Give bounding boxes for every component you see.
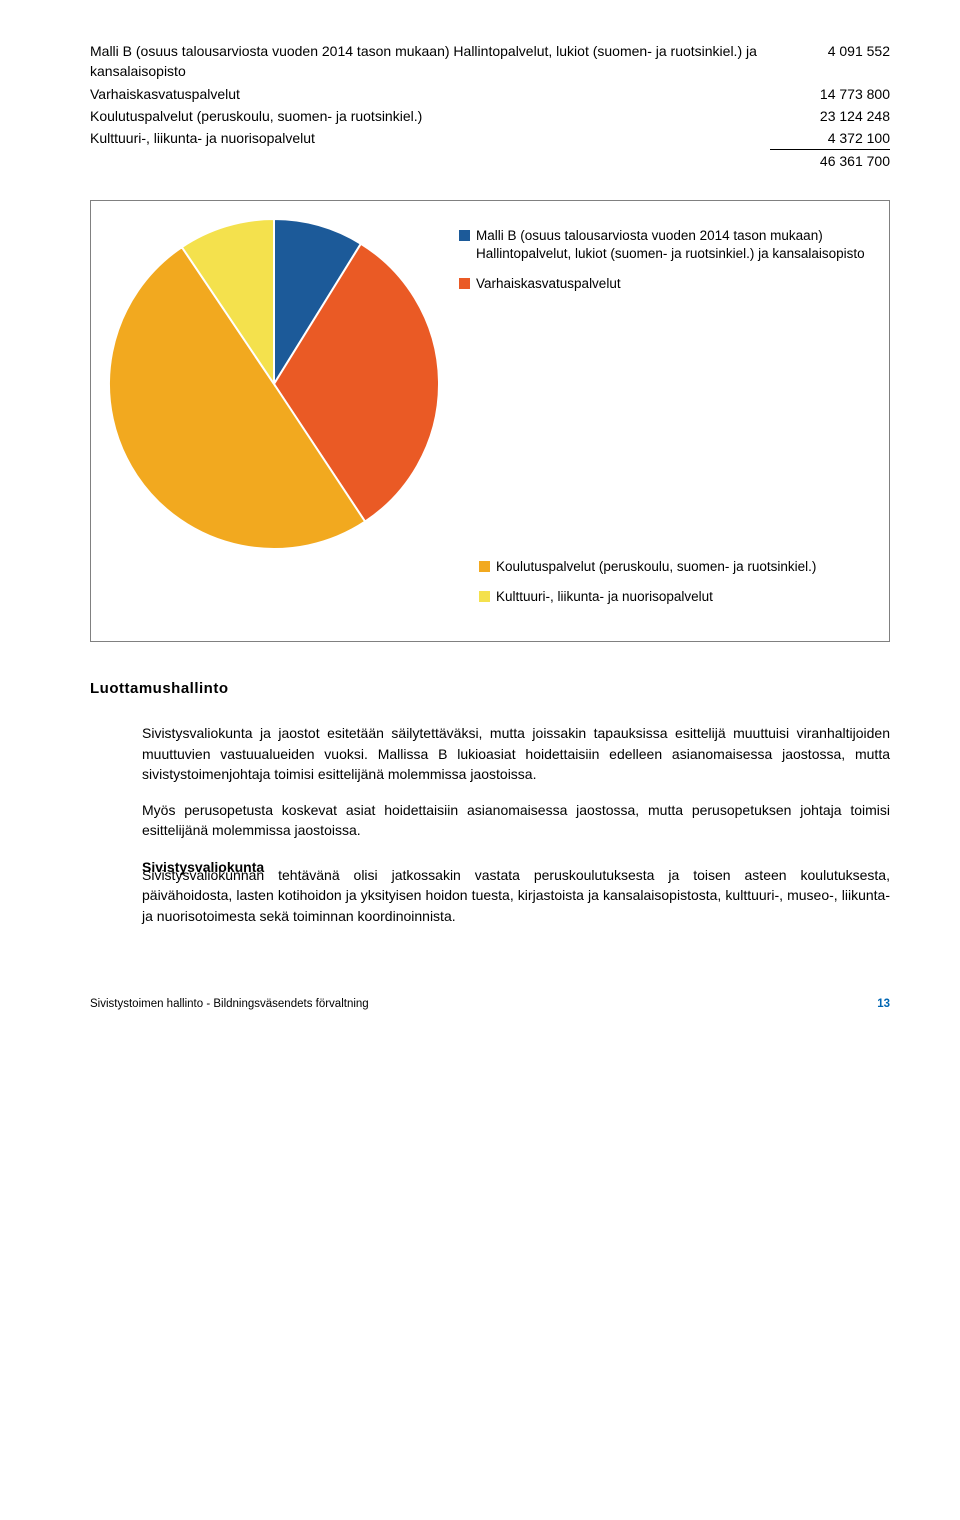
- legend-swatch: [459, 230, 470, 241]
- page-number: 13: [877, 996, 890, 1013]
- section-heading: Luottamushallinto: [90, 678, 890, 700]
- page-footer: Sivistystoimen hallinto - Bildningsväsen…: [90, 996, 890, 1013]
- paragraph: Sivistysvaliokunnan tehtävänä olisi jatk…: [142, 865, 890, 926]
- legend-swatch: [479, 561, 490, 572]
- legend-swatch: [479, 591, 490, 602]
- legend-label: Varhaiskasvatuspalvelut: [476, 275, 871, 293]
- body-text: Sivistysvaliokunta ja jaostot esitetään …: [142, 723, 890, 926]
- legend-label: Koulutuspalvelut (peruskoulu, suomen- ja…: [496, 558, 871, 576]
- chart-legend-lower: Koulutuspalvelut (peruskoulu, suomen- ja…: [109, 554, 871, 618]
- table-row: Malli B (osuus talousarviosta vuoden 201…: [90, 40, 890, 83]
- paragraph: Sivistysvaliokunta ja jaostot esitetään …: [142, 723, 890, 784]
- table-label: Malli B (osuus talousarviosta vuoden 201…: [90, 41, 770, 82]
- chart-legend-upper: Malli B (osuus talousarviosta vuoden 201…: [439, 219, 871, 306]
- paragraph: Myös perusopetusta koskevat asiat hoidet…: [142, 800, 890, 841]
- table-value: 14 773 800: [770, 84, 890, 104]
- table-row: Koulutuspalvelut (peruskoulu, suomen- ja…: [90, 105, 890, 127]
- legend-item: Varhaiskasvatuspalvelut: [459, 275, 871, 293]
- legend-item: Malli B (osuus talousarviosta vuoden 201…: [459, 227, 871, 263]
- budget-total: 46 361 700: [770, 149, 890, 171]
- legend-item: Kulttuuri-, liikunta- ja nuorisopalvelut: [479, 588, 871, 606]
- budget-table: Malli B (osuus talousarviosta vuoden 201…: [90, 40, 890, 172]
- legend-swatch: [459, 278, 470, 289]
- table-row: Kulttuuri-, liikunta- ja nuorisopalvelut…: [90, 127, 890, 149]
- pie-chart-container: Malli B (osuus talousarviosta vuoden 201…: [90, 200, 890, 642]
- table-label: Koulutuspalvelut (peruskoulu, suomen- ja…: [90, 106, 770, 126]
- table-value: 23 124 248: [770, 106, 890, 126]
- table-label: Kulttuuri-, liikunta- ja nuorisopalvelut: [90, 128, 770, 148]
- table-label: Varhaiskasvatuspalvelut: [90, 84, 770, 104]
- legend-label: Kulttuuri-, liikunta- ja nuorisopalvelut: [496, 588, 871, 606]
- pie-chart: [109, 219, 439, 554]
- legend-item: Koulutuspalvelut (peruskoulu, suomen- ja…: [479, 558, 871, 576]
- table-row: Varhaiskasvatuspalvelut14 773 800: [90, 83, 890, 105]
- table-value: 4 372 100: [770, 128, 890, 148]
- footer-text: Sivistystoimen hallinto - Bildningsväsen…: [90, 996, 369, 1013]
- table-value: 4 091 552: [770, 41, 890, 82]
- legend-label: Malli B (osuus talousarviosta vuoden 201…: [476, 227, 871, 263]
